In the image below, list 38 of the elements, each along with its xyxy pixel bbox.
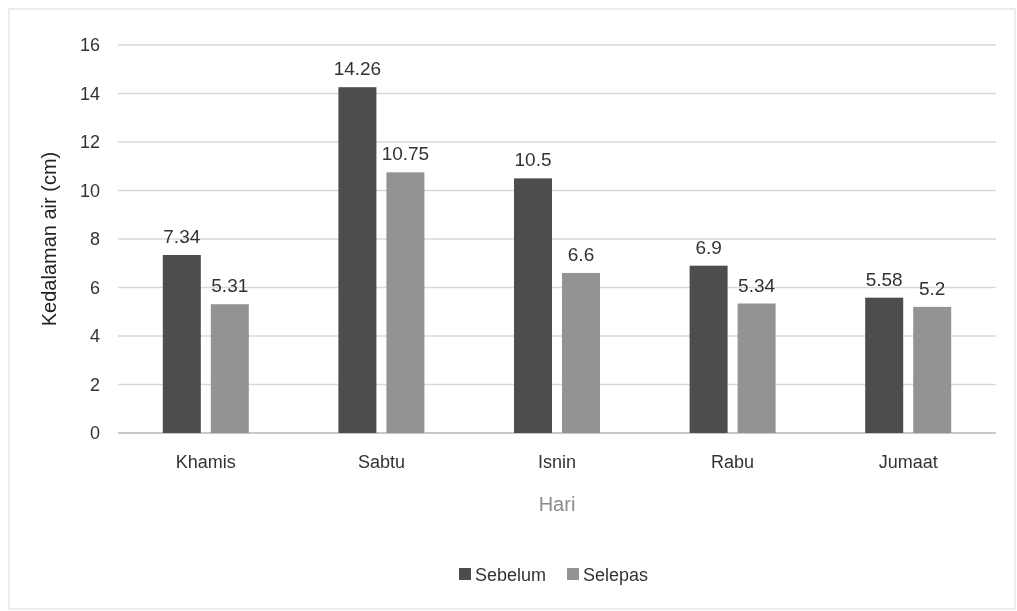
bar bbox=[338, 87, 377, 433]
y-tick-label: 16 bbox=[79, 35, 100, 55]
y-tick-label: 4 bbox=[89, 326, 100, 346]
bar bbox=[689, 265, 728, 433]
data-label: 6.6 bbox=[567, 243, 595, 265]
x-tick-label: Rabu bbox=[711, 452, 755, 472]
bar bbox=[865, 297, 904, 433]
data-label: 6.9 bbox=[695, 236, 722, 258]
x-tick-label: Isnin bbox=[537, 452, 577, 472]
y-tick-label: 6 bbox=[89, 277, 100, 298]
bar bbox=[210, 304, 249, 433]
bar bbox=[162, 255, 201, 433]
x-tick-label: Jumaat bbox=[878, 452, 938, 472]
bar bbox=[514, 178, 552, 433]
x-tick-label: Khamis bbox=[175, 452, 236, 472]
y-axis-title: Kedalaman air (cm) bbox=[38, 151, 60, 327]
legend-label: Sebelum bbox=[475, 565, 547, 585]
data-label: 10.75 bbox=[381, 143, 430, 165]
y-tick-label: 12 bbox=[79, 132, 100, 152]
legend-label: Selepas bbox=[583, 565, 649, 585]
data-label: 5.58 bbox=[865, 268, 903, 290]
y-tick-label: 0 bbox=[89, 423, 100, 443]
y-tick-label: 10 bbox=[79, 180, 100, 201]
bar bbox=[913, 306, 952, 433]
data-label: 5.31 bbox=[211, 275, 249, 297]
data-label: 5.2 bbox=[918, 277, 946, 299]
data-label: 7.34 bbox=[163, 226, 201, 248]
data-label: 5.34 bbox=[738, 274, 776, 296]
y-tick-label: 2 bbox=[89, 374, 100, 395]
bar bbox=[386, 172, 425, 433]
x-tick-label: Sabtu bbox=[357, 452, 405, 472]
bar bbox=[737, 303, 776, 433]
y-tick-label: 8 bbox=[89, 229, 100, 249]
bar bbox=[562, 272, 600, 433]
x-axis-title: Hari bbox=[538, 493, 576, 515]
data-label: 14.26 bbox=[333, 58, 382, 80]
y-tick-label: 14 bbox=[79, 83, 100, 104]
data-label: 10.5 bbox=[514, 149, 552, 171]
